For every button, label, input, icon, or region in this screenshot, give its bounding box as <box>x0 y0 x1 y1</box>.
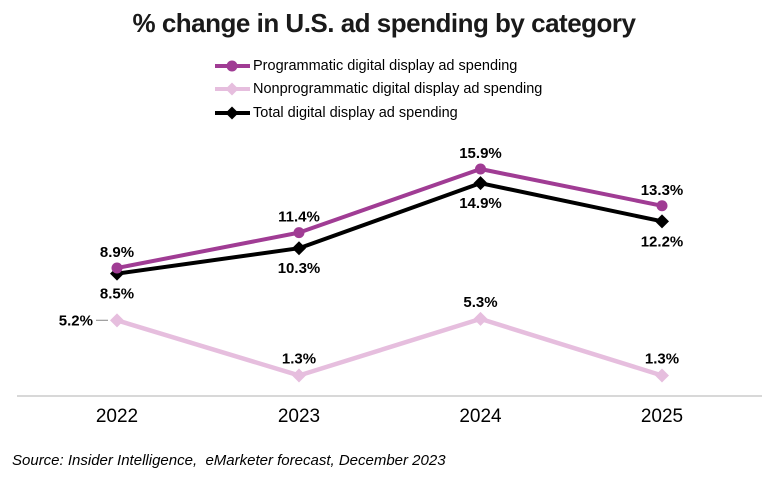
line-diamond-marker-icon <box>215 106 250 120</box>
svg-text:2024: 2024 <box>459 406 502 427</box>
svg-text:8.9%: 8.9% <box>100 244 134 261</box>
svg-text:5.2%: 5.2% <box>59 312 93 329</box>
line-diamond-marker-icon <box>215 82 250 96</box>
svg-text:1.3%: 1.3% <box>282 350 316 367</box>
chart-title: % change in U.S. ad spending by category <box>132 8 637 38</box>
svg-text:11.4%: 11.4% <box>278 209 320 226</box>
svg-text:10.3%: 10.3% <box>278 260 321 277</box>
legend-item-nonprogrammatic: Nonprogrammatic digital display ad spend… <box>214 78 542 102</box>
legend-label-programmatic: Programmatic digital display ad spending <box>253 57 518 74</box>
svg-text:2025: 2025 <box>641 406 683 427</box>
plot-area: 8.9% 11.4% 15.9% 13.3% 5.2% 1.3% 5.3% 1.3% 8.5% 1… <box>17 145 762 427</box>
svg-text:15.9%: 15.9% <box>459 145 502 162</box>
svg-text:2022: 2022 <box>96 406 138 427</box>
svg-text:2023: 2023 <box>278 406 320 427</box>
legend: Programmatic digital display ad spending… <box>214 54 542 125</box>
svg-text:8.5%: 8.5% <box>100 286 134 303</box>
legend-label-nonprogrammatic: Nonprogrammatic digital display ad spend… <box>253 81 543 98</box>
legend-label-total: Total digital display ad spending <box>253 104 458 121</box>
svg-text:5.3%: 5.3% <box>463 294 497 311</box>
svg-text:14.9%: 14.9% <box>459 195 502 212</box>
legend-item-programmatic: Programmatic digital display ad spending <box>214 54 542 78</box>
source-note: Source: Insider Intelligence, eMarketer … <box>12 452 446 469</box>
svg-text:12.2%: 12.2% <box>641 233 684 250</box>
line-circle-marker-icon <box>215 60 250 72</box>
svg-text:13.3%: 13.3% <box>641 182 684 199</box>
legend-item-total: Total digital display ad spending <box>214 101 542 125</box>
svg-text:1.3%: 1.3% <box>645 350 679 367</box>
